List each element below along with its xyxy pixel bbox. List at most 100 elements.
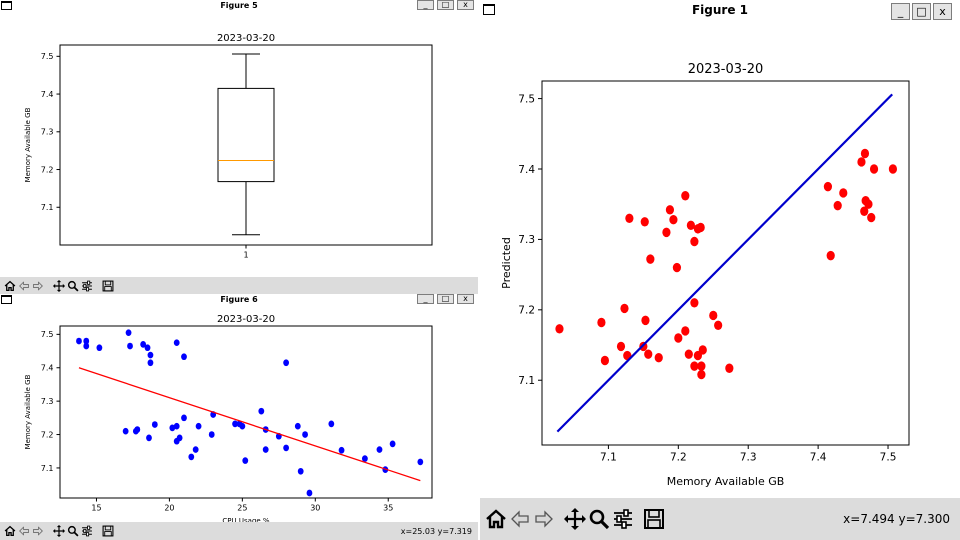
- save-button[interactable]: [102, 525, 114, 537]
- y-tick-label: 7.1: [41, 203, 54, 212]
- data-point: [555, 324, 564, 334]
- y-tick-label: 7.3: [41, 128, 54, 137]
- data-point: [696, 222, 705, 233]
- forward-arrow-icon: [33, 280, 43, 291]
- y-tick-label: 7.2: [518, 305, 535, 317]
- save-button[interactable]: [102, 280, 114, 292]
- data-point: [857, 157, 866, 167]
- pan-icon: [564, 508, 586, 530]
- window-icon: [1, 1, 12, 10]
- close-button[interactable]: x: [933, 3, 952, 20]
- data-point: [173, 339, 180, 347]
- data-point: [76, 337, 82, 345]
- figure-1-plot[interactable]: 2023-03-20 7.1 7.2 7.3 7.4 7.5 7.1 7.2 7.3 7.4 7.5…: [480, 20, 960, 498]
- pan-button[interactable]: [564, 508, 586, 530]
- forward-arrow-button[interactable]: [32, 280, 44, 292]
- home-button[interactable]: [4, 525, 16, 537]
- data-point: [690, 236, 699, 247]
- x-tick-label: 35: [383, 504, 393, 513]
- forward-arrow-button[interactable]: [533, 508, 555, 530]
- data-point: [125, 329, 132, 337]
- figure-6-window: Figure 6 _ □ x 2023-03-20 15 20 25 30 35 7.1 7.…: [0, 294, 478, 540]
- data-point: [686, 220, 695, 231]
- data-point: [665, 205, 675, 215]
- window-icon: [1, 295, 12, 304]
- data-point: [258, 407, 265, 415]
- data-point: [232, 420, 238, 428]
- figure-6-plot[interactable]: 2023-03-20 15 20 25 30 35 7.1 7.2 7.3 7.4 7.5 CPU U…: [0, 305, 478, 522]
- zoom-icon: [67, 280, 79, 292]
- zoom-icon: [67, 525, 79, 537]
- maximize-button[interactable]: □: [912, 3, 931, 20]
- back-arrow-button[interactable]: [509, 508, 531, 530]
- data-point: [144, 344, 151, 352]
- minimize-button[interactable]: _: [417, 294, 434, 304]
- window-icon: [483, 4, 495, 15]
- save-button[interactable]: [643, 508, 665, 530]
- home-icon: [4, 525, 16, 537]
- home-button[interactable]: [485, 508, 507, 530]
- data-point: [361, 455, 368, 462]
- data-point: [641, 315, 650, 326]
- home-button[interactable]: [4, 280, 16, 292]
- data-point: [725, 363, 734, 373]
- plot-area: [59, 325, 433, 499]
- minimize-button[interactable]: _: [417, 0, 434, 10]
- regression-line: [556, 93, 894, 433]
- x-axis-label: Memory Available GB: [667, 475, 785, 488]
- save-icon: [644, 509, 664, 529]
- close-button[interactable]: x: [457, 0, 474, 10]
- figure-5-titlebar[interactable]: Figure 5 _ □ x: [0, 0, 478, 11]
- data-point: [646, 254, 655, 264]
- figure-5-toolbar: [0, 277, 478, 294]
- x-tick-label: 7.2: [670, 452, 687, 464]
- back-arrow-button[interactable]: [18, 280, 30, 292]
- configure-subplots-button[interactable]: [81, 280, 93, 292]
- data-point: [860, 148, 870, 159]
- data-point: [297, 467, 304, 475]
- data-point: [176, 434, 183, 442]
- configure-subplots-icon: [614, 509, 632, 529]
- zoom-button[interactable]: [67, 525, 79, 537]
- configure-subplots-button[interactable]: [81, 525, 93, 537]
- forward-arrow-button[interactable]: [32, 525, 44, 537]
- data-point: [625, 213, 634, 224]
- x-tick-label: 30: [310, 504, 320, 513]
- y-tick-label: 7.3: [518, 234, 535, 246]
- figure-1-toolbar: x=7.494 y=7.300: [480, 498, 960, 540]
- data-point: [140, 341, 147, 348]
- data-point: [644, 349, 653, 359]
- x-tick-label: 1: [243, 251, 248, 260]
- data-point: [147, 359, 154, 367]
- maximize-button[interactable]: □: [437, 294, 454, 304]
- data-point: [134, 426, 141, 433]
- figure-5-plot[interactable]: 2023-03-20 1 7.1 7.2 7.3 7.4 7.5 Memory Availab…: [0, 11, 478, 275]
- data-point: [867, 212, 876, 223]
- figure-6-titlebar[interactable]: Figure 6 _ □ x: [0, 294, 478, 305]
- cursor-coordinates: x=7.494 y=7.300: [843, 512, 950, 526]
- zoom-button[interactable]: [67, 280, 79, 292]
- configure-subplots-button[interactable]: [612, 508, 634, 530]
- back-arrow-button[interactable]: [18, 525, 30, 537]
- x-tick-label: 7.4: [810, 452, 827, 464]
- regression-line: [78, 367, 421, 482]
- cursor-coordinates: x=25.03 y=7.319: [400, 526, 472, 536]
- window-title: Figure 6: [220, 295, 258, 304]
- data-point: [302, 431, 308, 438]
- figure-1-titlebar[interactable]: Figure 1 _ □ x: [480, 0, 960, 20]
- x-tick-label: 7.5: [880, 452, 897, 464]
- data-point: [826, 250, 835, 261]
- pan-button[interactable]: [53, 279, 65, 292]
- maximize-button[interactable]: □: [437, 0, 454, 10]
- data-point: [823, 181, 833, 192]
- zoom-button[interactable]: [588, 508, 610, 530]
- data-point: [195, 422, 202, 430]
- close-button[interactable]: x: [457, 294, 474, 304]
- data-point: [192, 446, 199, 453]
- data-point: [169, 424, 176, 432]
- y-tick-label: 7.5: [518, 93, 535, 105]
- data-point: [698, 345, 707, 355]
- pan-button[interactable]: [53, 525, 65, 537]
- minimize-button[interactable]: _: [891, 3, 910, 20]
- y-tick-label: 7.4: [41, 364, 54, 373]
